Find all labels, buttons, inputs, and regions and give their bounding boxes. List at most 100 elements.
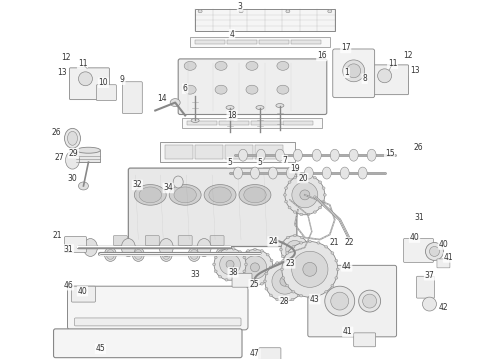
Text: 10: 10 <box>98 78 108 87</box>
Ellipse shape <box>300 294 303 297</box>
FancyBboxPatch shape <box>210 235 224 246</box>
Ellipse shape <box>260 249 263 252</box>
Ellipse shape <box>294 176 296 179</box>
Text: 24: 24 <box>268 237 278 246</box>
Text: 27: 27 <box>55 153 64 162</box>
Ellipse shape <box>282 260 285 262</box>
Ellipse shape <box>204 185 236 205</box>
FancyBboxPatch shape <box>333 49 375 98</box>
Text: 13: 13 <box>410 66 419 75</box>
Ellipse shape <box>302 273 305 275</box>
Ellipse shape <box>300 236 303 239</box>
FancyBboxPatch shape <box>97 85 116 100</box>
Ellipse shape <box>83 239 98 256</box>
Ellipse shape <box>283 194 286 196</box>
Ellipse shape <box>250 167 260 179</box>
Ellipse shape <box>322 201 325 203</box>
Ellipse shape <box>232 279 235 281</box>
Ellipse shape <box>256 149 266 161</box>
Ellipse shape <box>260 283 263 285</box>
Text: 38: 38 <box>228 268 238 277</box>
Ellipse shape <box>78 182 89 190</box>
Ellipse shape <box>300 174 303 176</box>
Ellipse shape <box>209 187 231 203</box>
Ellipse shape <box>160 247 172 261</box>
Ellipse shape <box>132 247 144 261</box>
Ellipse shape <box>214 256 217 259</box>
Ellipse shape <box>270 266 272 269</box>
FancyBboxPatch shape <box>74 318 241 326</box>
Ellipse shape <box>213 263 216 266</box>
Ellipse shape <box>280 268 283 271</box>
Text: 8: 8 <box>362 74 367 83</box>
Ellipse shape <box>292 291 295 293</box>
Ellipse shape <box>269 167 277 179</box>
Ellipse shape <box>104 247 116 261</box>
Ellipse shape <box>241 279 244 281</box>
Ellipse shape <box>78 72 93 86</box>
Ellipse shape <box>294 234 296 237</box>
Ellipse shape <box>134 185 166 205</box>
FancyBboxPatch shape <box>232 273 252 287</box>
Ellipse shape <box>292 246 298 253</box>
Ellipse shape <box>190 249 198 260</box>
Ellipse shape <box>276 298 279 301</box>
Ellipse shape <box>191 118 199 122</box>
Ellipse shape <box>292 182 318 208</box>
Text: 21: 21 <box>330 238 340 247</box>
Ellipse shape <box>312 149 321 161</box>
Text: 11: 11 <box>78 59 87 68</box>
Ellipse shape <box>253 248 256 251</box>
Ellipse shape <box>331 252 334 254</box>
Ellipse shape <box>236 266 239 269</box>
Text: 26: 26 <box>414 143 423 152</box>
Ellipse shape <box>367 149 376 161</box>
Text: 12: 12 <box>403 51 412 60</box>
Ellipse shape <box>429 247 440 256</box>
Text: 12: 12 <box>61 53 70 62</box>
Ellipse shape <box>275 149 284 161</box>
Ellipse shape <box>303 280 306 283</box>
Ellipse shape <box>294 211 296 213</box>
Ellipse shape <box>285 201 288 203</box>
Ellipse shape <box>363 294 377 308</box>
Ellipse shape <box>277 85 289 94</box>
Ellipse shape <box>304 167 313 179</box>
Bar <box>291 40 321 44</box>
Ellipse shape <box>239 275 242 278</box>
Text: 43: 43 <box>310 294 319 303</box>
Text: 5: 5 <box>258 158 262 167</box>
Ellipse shape <box>286 236 290 239</box>
Ellipse shape <box>305 255 308 258</box>
Text: 37: 37 <box>425 271 434 280</box>
Bar <box>283 121 313 125</box>
Text: 19: 19 <box>290 163 300 172</box>
Ellipse shape <box>286 252 289 254</box>
Ellipse shape <box>65 129 80 148</box>
Ellipse shape <box>215 85 227 94</box>
Text: 9: 9 <box>120 75 125 84</box>
Ellipse shape <box>68 131 77 145</box>
Ellipse shape <box>323 194 326 196</box>
Text: 1: 1 <box>344 68 349 77</box>
Ellipse shape <box>305 241 308 244</box>
Ellipse shape <box>253 284 256 287</box>
Ellipse shape <box>239 185 271 205</box>
Ellipse shape <box>283 300 286 302</box>
Ellipse shape <box>174 187 196 203</box>
Bar <box>195 40 225 44</box>
FancyBboxPatch shape <box>308 265 396 337</box>
Ellipse shape <box>292 251 328 287</box>
FancyBboxPatch shape <box>347 82 367 96</box>
Text: 30: 30 <box>68 174 77 183</box>
Ellipse shape <box>335 277 338 279</box>
Ellipse shape <box>359 290 381 312</box>
Ellipse shape <box>250 263 260 272</box>
Ellipse shape <box>243 256 246 259</box>
Ellipse shape <box>297 294 300 297</box>
Ellipse shape <box>271 266 274 269</box>
Ellipse shape <box>294 262 296 265</box>
Ellipse shape <box>226 260 234 268</box>
FancyBboxPatch shape <box>65 237 86 252</box>
Text: 13: 13 <box>57 68 66 77</box>
